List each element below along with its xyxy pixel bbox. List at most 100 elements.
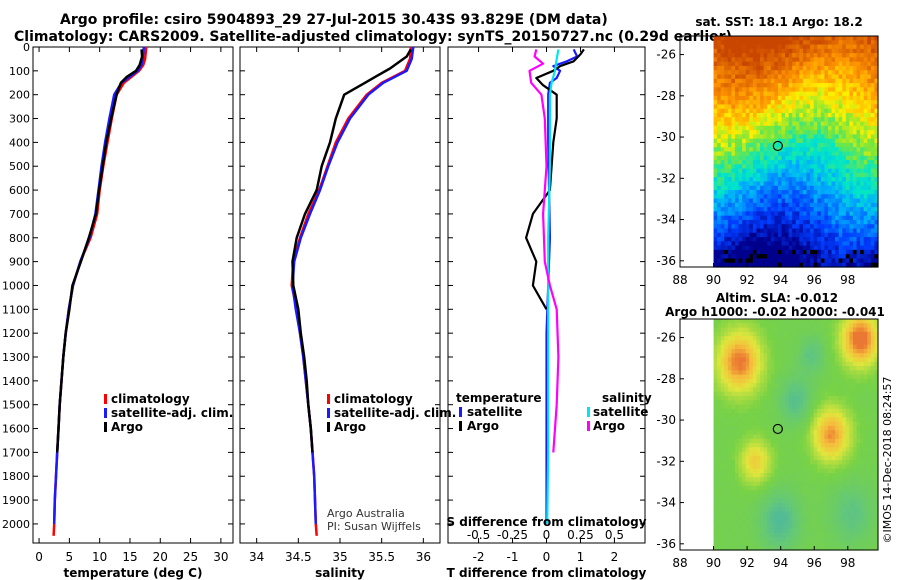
map-cell — [813, 44, 818, 50]
map-cell — [792, 57, 797, 63]
map-cell — [810, 95, 815, 101]
map-cell — [845, 400, 850, 406]
map-cell — [788, 319, 793, 324]
map-cell — [742, 245, 747, 251]
map-cell — [856, 40, 861, 46]
map-cell — [838, 168, 843, 174]
map-cell — [713, 61, 718, 67]
map-cell — [717, 396, 722, 401]
map-cell — [767, 70, 772, 76]
map-cell — [756, 138, 761, 144]
map-cell — [731, 524, 736, 530]
map-cell — [785, 408, 790, 414]
map-cell — [720, 417, 725, 423]
map-cell — [813, 481, 818, 487]
map-cell — [817, 249, 822, 255]
map-cell — [752, 147, 758, 153]
map-cell — [752, 249, 758, 255]
map-cell — [838, 237, 843, 242]
map-cell — [849, 198, 854, 204]
map-cell — [749, 185, 754, 191]
map-cell — [874, 211, 879, 217]
map-cell — [770, 202, 775, 208]
map-cell — [820, 490, 825, 495]
map-cell — [874, 413, 879, 418]
map-cell — [788, 417, 793, 423]
map-cell — [738, 464, 743, 470]
map-cell — [788, 202, 793, 208]
map-cell — [799, 190, 804, 195]
map-cell — [831, 511, 836, 517]
map-cell — [827, 177, 833, 183]
map-cell — [863, 481, 868, 487]
map-cell — [867, 194, 872, 200]
map-cell — [831, 344, 836, 350]
map-cell — [824, 121, 829, 127]
map-cell — [842, 83, 847, 88]
map-cell — [799, 391, 804, 397]
map-cell — [802, 434, 808, 440]
map-cell — [760, 57, 765, 63]
map-cell — [838, 327, 843, 333]
map-cell — [860, 357, 865, 363]
map-cell — [749, 181, 754, 187]
map-cell — [770, 254, 775, 260]
map-cell — [820, 245, 825, 251]
map-cell — [806, 348, 811, 354]
map-cell — [781, 48, 786, 54]
map-cell — [792, 168, 797, 174]
map-cell — [713, 40, 718, 46]
map-cell — [860, 498, 865, 504]
map-cell — [777, 417, 783, 423]
map-cell — [777, 100, 783, 106]
map-cell — [731, 460, 736, 466]
map-cell — [745, 498, 750, 504]
map-cell — [852, 438, 858, 444]
map-cell — [867, 357, 872, 363]
map-cell — [827, 215, 833, 221]
map-cell — [860, 443, 865, 448]
map-cell — [820, 198, 825, 204]
map-cell — [785, 100, 790, 106]
map-cell — [735, 134, 740, 140]
map-cell — [824, 117, 829, 123]
map-cell — [860, 387, 865, 393]
map-cell — [752, 408, 758, 414]
map-cell — [735, 473, 740, 478]
map-cell — [745, 104, 750, 110]
map-cell — [781, 391, 786, 397]
map-cell — [774, 258, 779, 264]
map-cell — [806, 138, 811, 144]
map-cell — [781, 164, 786, 170]
map-cell — [738, 113, 743, 118]
map-cell — [867, 142, 872, 148]
map-cell — [863, 130, 868, 135]
map-cell — [781, 168, 786, 174]
map-cell — [735, 91, 740, 97]
map-cell — [788, 327, 793, 333]
x-tick-label: 34.5 — [285, 550, 312, 564]
map-cell — [863, 44, 868, 50]
map-cell — [717, 336, 722, 341]
map-cell — [849, 91, 854, 97]
map-cell — [795, 215, 800, 221]
map-cell — [820, 524, 825, 530]
map-cell — [781, 485, 786, 491]
map-cell — [745, 511, 750, 517]
map-cell — [802, 87, 808, 93]
map-cell — [720, 48, 725, 54]
map-cell — [735, 95, 740, 101]
map-cell — [756, 181, 761, 187]
map-cell — [817, 177, 822, 183]
map-cell — [799, 370, 804, 376]
legend-label: satellite — [593, 405, 648, 419]
map-cell — [863, 460, 868, 466]
map-cell — [856, 455, 861, 461]
map-cell — [852, 190, 858, 195]
map-cell — [820, 160, 825, 165]
map-cell — [827, 70, 833, 76]
map-cell — [742, 83, 747, 88]
map-cell — [820, 181, 825, 187]
map-cell — [867, 262, 872, 268]
map-cell — [792, 134, 797, 140]
